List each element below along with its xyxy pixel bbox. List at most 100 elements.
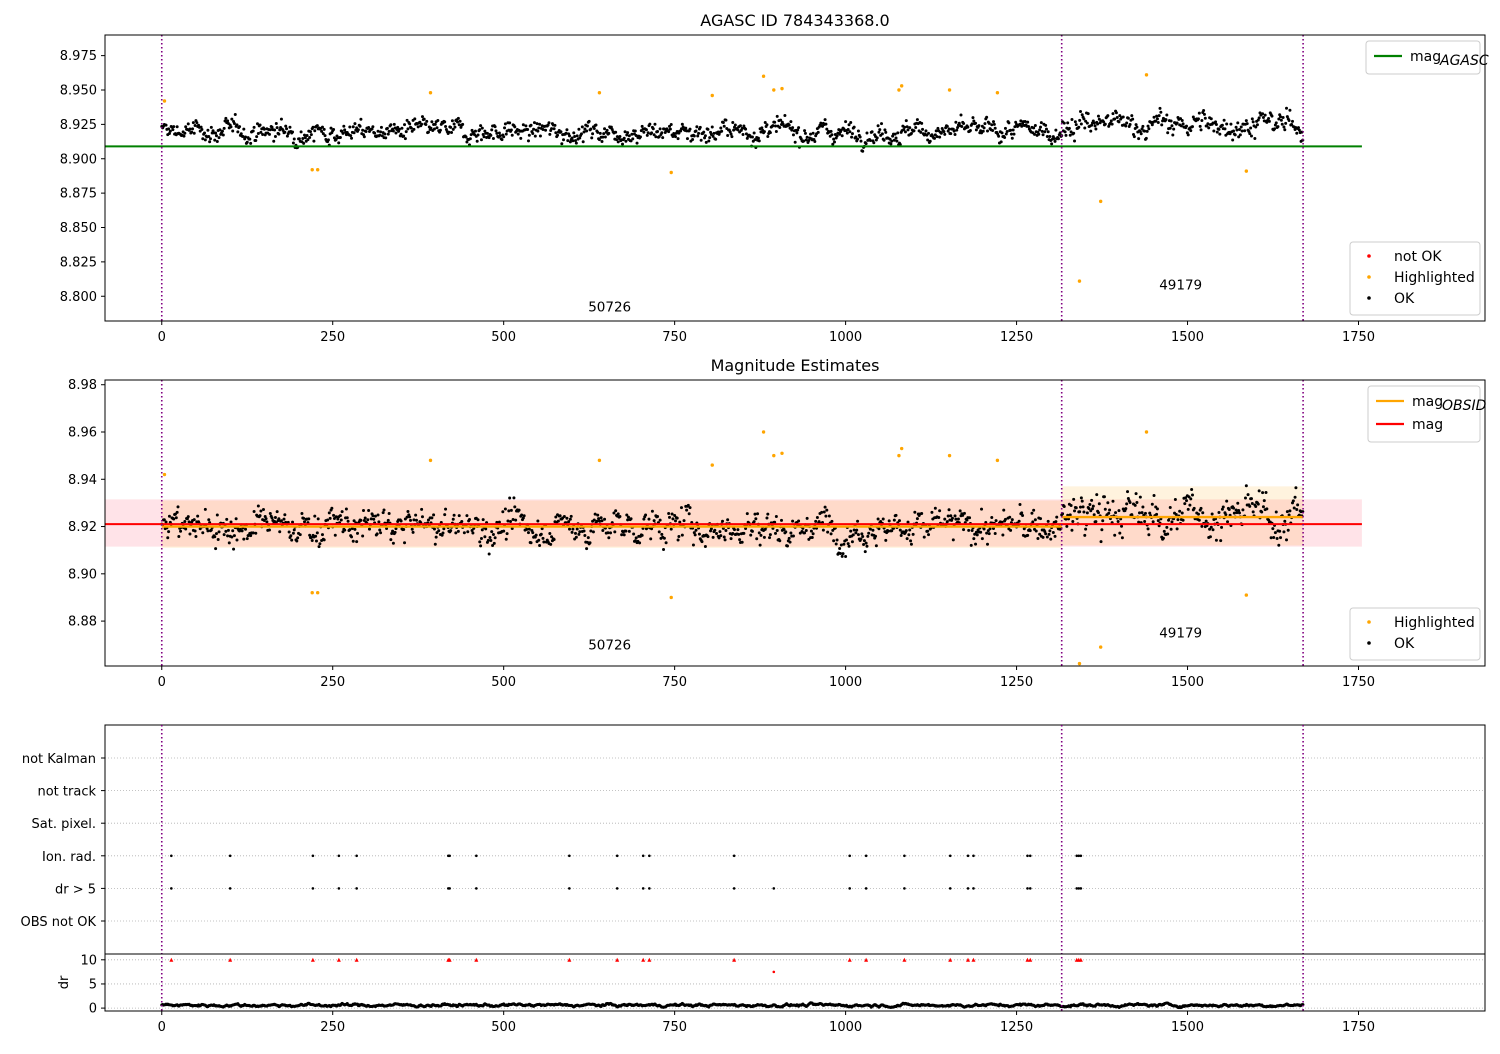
data-point-ok [626,515,630,519]
data-point-ok [349,134,353,138]
data-point-ok [594,123,598,127]
data-point-ok [245,537,249,541]
data-point-ok [936,126,940,130]
chart-title: Magnitude Estimates [711,356,880,375]
data-point-ok [378,133,382,137]
data-point-ok [622,136,626,140]
data-point-ok [744,127,748,131]
data-point-ok [320,533,324,537]
x-tick-label: 1250 [1000,330,1033,345]
data-point-ok [1041,535,1045,539]
data-point-ok [642,517,646,521]
data-point-ok [668,515,672,519]
flag-event-marker [475,854,478,858]
data-point-ok [208,140,212,144]
data-point-ok [613,530,617,534]
data-point-ok [426,130,430,134]
data-point-ok [403,517,407,521]
data-point-ok [244,135,248,139]
data-point-ok [924,129,928,133]
data-point-ok [519,136,523,140]
data-point-ok [214,131,218,135]
x-tick-label: 750 [662,675,687,690]
x-tick-label: 250 [320,1020,345,1035]
data-point-ok [600,519,604,523]
data-point-ok [285,127,289,131]
data-point-ok [863,550,867,554]
data-point-ok [403,541,407,545]
data-point-ok [974,128,978,132]
data-point-ok [1069,130,1073,134]
data-point-ok [405,118,409,122]
data-point-ok [558,514,562,518]
data-point-ok [699,138,703,142]
data-point-ok [283,513,287,517]
data-point-ok [805,516,809,520]
data-point-ok [230,117,234,121]
data-point-ok [317,545,321,549]
data-point-ok [921,127,925,131]
data-point-ok [453,125,457,129]
data-point-ok [680,533,684,537]
dr-clipped-marker [1078,957,1083,962]
data-point-ok [882,138,886,142]
data-point-ok [1012,132,1016,136]
data-point-ok [889,142,893,146]
data-point-ok [568,527,572,531]
data-point-ok [409,518,413,522]
data-point-ok [820,510,824,514]
data-point-ok [362,135,366,139]
data-point-ok [1074,123,1078,127]
data-point-ok [1251,510,1255,514]
data-point-ok [309,133,313,137]
data-point-ok [1009,132,1013,136]
data-point-ok [371,514,375,518]
data-point-ok [505,532,509,536]
data-point-ok [1150,123,1154,127]
data-point-ok [531,131,535,135]
data-point-ok [367,508,371,512]
flag-event-marker [966,854,970,858]
data-point-ok [649,537,653,541]
data-point-ok [933,136,937,140]
flag-event-marker [170,854,173,858]
data-point-ok [890,139,894,143]
data-point-ok [1121,115,1125,119]
data-point-ok [1285,106,1289,110]
flag-event-marker [948,887,952,890]
data-point-ok [1106,501,1110,505]
data-point-ok [1087,507,1091,511]
data-point-ok [912,129,916,133]
data-point-ok [1141,505,1145,509]
data-point-ok [386,132,390,136]
data-point-ok [1279,118,1283,122]
data-point-ok [629,139,633,143]
data-point-ok [627,134,631,138]
data-point-ok [1207,126,1211,130]
data-point-ok [1147,127,1151,131]
data-point-ok [832,539,836,543]
data-point-ok [361,509,365,513]
data-point-ok [797,519,801,523]
data-point-ok [1117,120,1121,124]
data-point-ok [851,533,855,537]
data-point-highlighted [597,91,602,95]
data-point-ok [258,514,262,518]
data-point-ok [290,538,294,542]
data-point-ok [1143,519,1147,523]
data-point-ok [447,130,451,134]
data-point-ok [1215,130,1219,134]
data-point-ok [1274,510,1278,514]
data-point-ok [1044,127,1048,131]
data-point-ok [684,126,688,130]
data-point-ok [733,123,737,127]
data-point-ok [277,132,281,136]
data-point-ok [433,542,437,546]
data-point-ok [987,121,991,125]
data-point-ok [465,140,469,144]
data-point-ok [182,134,186,138]
data-point-ok [1173,498,1177,502]
data-point-ok [194,534,198,538]
data-point-ok [203,138,207,142]
